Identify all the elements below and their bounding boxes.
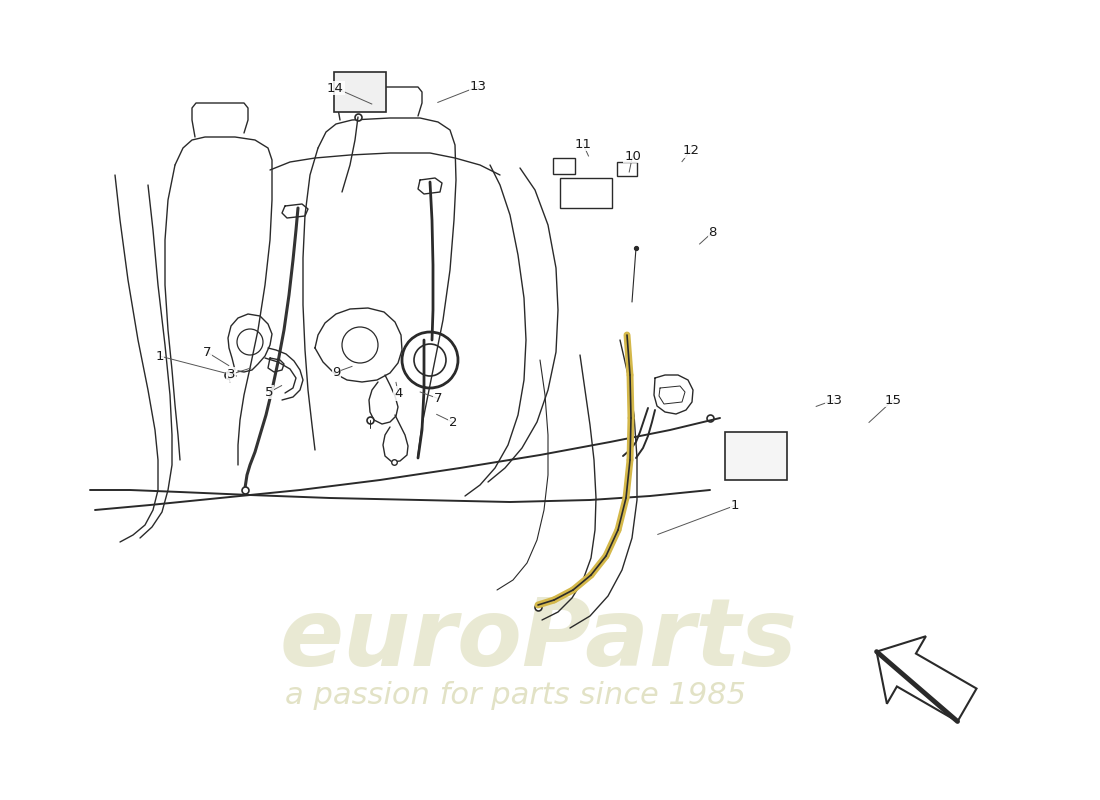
Text: 13: 13: [470, 80, 487, 93]
Text: 14: 14: [327, 82, 344, 94]
Text: euroParts: euroParts: [280, 594, 798, 686]
Text: 13: 13: [825, 394, 843, 406]
Bar: [725, 432, 786, 480]
Polygon shape: [877, 636, 977, 722]
Text: 8: 8: [708, 226, 717, 238]
Text: 10: 10: [624, 150, 641, 162]
Text: 5: 5: [265, 386, 274, 398]
Text: 4: 4: [394, 387, 403, 400]
Bar: [553, 158, 575, 174]
Bar: [560, 178, 612, 208]
Text: 9: 9: [332, 366, 341, 378]
Text: a passion for parts since 1985: a passion for parts since 1985: [285, 681, 746, 710]
Text: 15: 15: [884, 394, 902, 406]
Text: 11: 11: [574, 138, 592, 150]
Text: 7: 7: [202, 346, 211, 358]
Text: 2: 2: [449, 416, 458, 429]
Text: 3: 3: [227, 368, 235, 381]
Text: 12: 12: [682, 144, 700, 157]
Bar: [334, 72, 386, 112]
Bar: [617, 162, 637, 176]
Text: 1: 1: [730, 499, 739, 512]
Text: 7: 7: [433, 392, 442, 405]
Text: 1: 1: [155, 350, 164, 362]
